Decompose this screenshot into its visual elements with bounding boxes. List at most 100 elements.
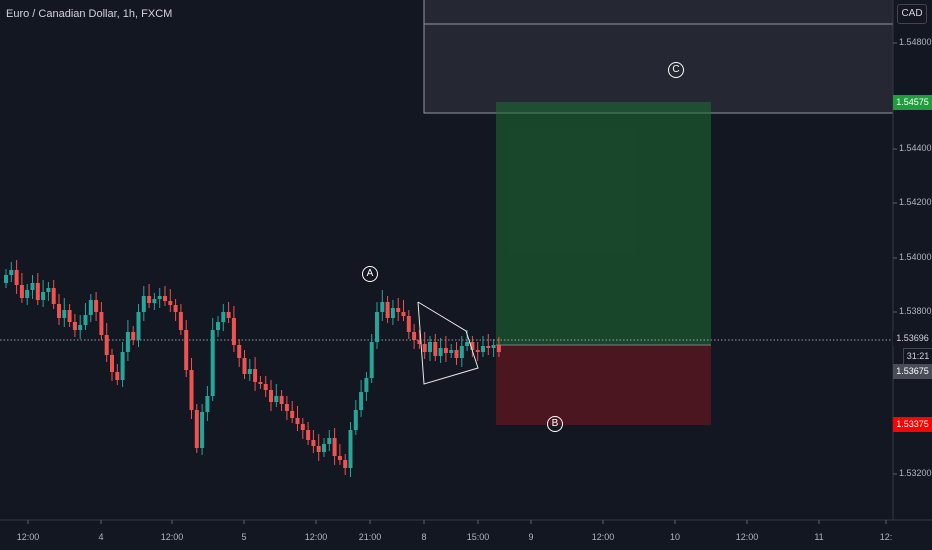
time-tick-label: 21:00 xyxy=(358,532,382,542)
candle-body xyxy=(25,290,30,298)
candle-body xyxy=(343,460,348,468)
candle-body xyxy=(30,283,35,290)
candle-body xyxy=(438,348,443,356)
symbol-title: Euro / Canadian Dollar, 1h, FXCM xyxy=(6,8,173,20)
candle-body xyxy=(316,446,321,452)
current-price-tag: 1.53696 xyxy=(893,331,932,346)
price-tick-label: 1.53800 xyxy=(899,306,932,316)
time-tick-label: 8 xyxy=(421,532,427,542)
candle-body xyxy=(231,318,236,345)
candle-body xyxy=(322,444,326,452)
candle-body xyxy=(125,332,130,352)
candle-body xyxy=(295,418,300,424)
candle-body xyxy=(337,456,342,460)
candle-body xyxy=(417,340,422,344)
candle-body xyxy=(428,342,432,352)
time-tick-label: 11 xyxy=(814,532,824,542)
candle-body xyxy=(110,355,114,372)
candle-body xyxy=(94,300,99,312)
candle-body xyxy=(67,310,72,322)
candle-body xyxy=(237,345,242,358)
candle-body xyxy=(4,275,8,283)
stop-loss-zone[interactable] xyxy=(496,345,711,425)
candle-body xyxy=(491,345,496,348)
time-tick-label: 12:00 xyxy=(16,532,40,542)
candle-body xyxy=(88,300,93,315)
candle-body xyxy=(396,308,401,312)
candle-body xyxy=(486,346,491,348)
candle-body xyxy=(115,372,120,380)
candle-body xyxy=(290,411,295,418)
rectangle-drawing-c[interactable] xyxy=(423,0,894,114)
candle-body xyxy=(157,296,162,299)
candle-body xyxy=(221,312,226,322)
time-tick-label: 12:00 xyxy=(735,532,759,542)
annotation-c[interactable]: C xyxy=(668,62,684,78)
price-tick-label: 1.53200 xyxy=(899,468,932,478)
candle-body xyxy=(274,396,279,402)
candle-body xyxy=(481,346,485,352)
time-tick-label: 10 xyxy=(669,532,680,542)
candle-body xyxy=(210,330,215,396)
candle-body xyxy=(141,296,146,312)
candle-body xyxy=(41,292,46,300)
candle-body xyxy=(131,332,136,340)
candle-body xyxy=(72,322,77,330)
candle-body xyxy=(263,384,268,390)
price-tick-label: 1.54200 xyxy=(899,197,932,207)
candlestick-series xyxy=(4,260,501,477)
candle-body xyxy=(173,305,178,312)
candle-body xyxy=(327,438,332,444)
candle-body xyxy=(57,304,61,318)
stop-price-tag: 1.53375 xyxy=(893,417,932,432)
candle-body xyxy=(465,342,470,346)
candle-body xyxy=(216,322,220,330)
candle-body xyxy=(332,438,337,456)
candle-body xyxy=(189,370,194,410)
candle-body xyxy=(269,390,273,402)
candle-body xyxy=(284,404,289,411)
candle-body xyxy=(401,312,406,316)
candle-body xyxy=(470,342,475,350)
candle-body xyxy=(454,350,459,358)
candle-body xyxy=(359,392,364,410)
candle-body xyxy=(348,430,353,468)
candle-body xyxy=(380,302,385,312)
candle-body xyxy=(178,312,183,330)
time-tick-label: 12:00 xyxy=(304,532,328,542)
candle-body xyxy=(412,332,417,340)
time-tick-label: 4 xyxy=(98,532,104,542)
candle-body xyxy=(200,412,205,448)
candle-body xyxy=(14,270,19,285)
target-price-tag: 1.54575 xyxy=(893,95,932,110)
candle-body xyxy=(9,270,14,275)
candle-body xyxy=(104,335,109,355)
price-tick-label: 1.54000 xyxy=(899,252,932,262)
candle-body xyxy=(99,312,104,335)
candle-body xyxy=(168,301,173,305)
price-tick-label: 1.54800 xyxy=(899,37,932,47)
time-tick-label: 12:00 xyxy=(591,532,615,542)
candle-body xyxy=(353,410,358,430)
time-tick-label: 12:00 xyxy=(160,532,184,542)
candle-body xyxy=(390,308,395,318)
candle-body xyxy=(242,358,247,374)
candle-body xyxy=(194,410,199,448)
candle-body xyxy=(449,350,454,353)
candle-body xyxy=(459,346,464,358)
candle-body xyxy=(300,424,305,430)
currency-button[interactable]: CAD xyxy=(897,4,927,24)
annotation-a[interactable]: A xyxy=(362,266,378,282)
entry-price-tag: 1.53675 xyxy=(893,364,932,379)
price-tick-label: 1.54400 xyxy=(899,143,932,153)
annotation-b[interactable]: B xyxy=(547,416,563,432)
candle-body xyxy=(258,382,263,384)
candle-body xyxy=(184,330,189,370)
candle-body xyxy=(226,312,231,318)
profit-target-zone[interactable] xyxy=(496,102,711,345)
triangle-pattern-drawing[interactable] xyxy=(417,301,479,385)
candle-body xyxy=(385,302,390,318)
candle-body xyxy=(62,310,67,318)
candle-body xyxy=(152,299,157,303)
